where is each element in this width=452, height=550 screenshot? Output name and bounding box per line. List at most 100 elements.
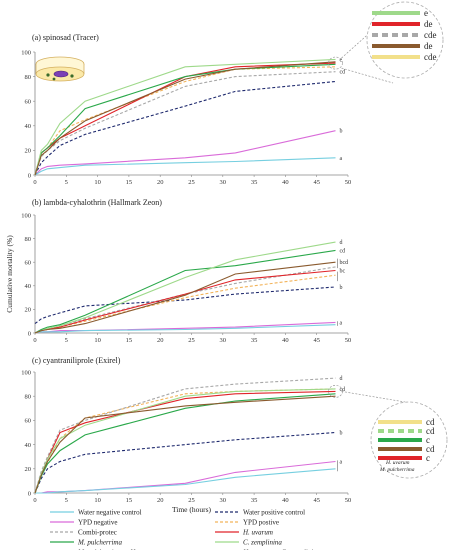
significance-label: a — [339, 320, 342, 326]
legend-label: Water positive control — [243, 509, 305, 517]
y-tick-label: 80 — [25, 236, 32, 243]
significance-label: cd — [339, 70, 345, 76]
x-tick-label: 10 — [94, 179, 101, 186]
series-line-s3 — [34, 286, 336, 325]
inset-sig-label: cd — [426, 426, 435, 436]
series-line-s6 — [34, 390, 336, 494]
x-tick-label: 0 — [33, 337, 36, 344]
series-line-s3 — [34, 80, 336, 176]
legend-label: M. pulcherrima + H. uvarum — [77, 549, 160, 550]
inset-sig-label: e — [424, 8, 428, 18]
x-tick-label: 45 — [313, 179, 320, 186]
series-line-s2 — [34, 324, 336, 334]
series-line-s7 — [34, 249, 336, 334]
x-tick-label: 50 — [345, 337, 352, 344]
series-line-s4 — [34, 66, 336, 176]
significance-label: b — [339, 285, 342, 291]
x-tick-label: 50 — [345, 179, 352, 186]
panel-3: (c) cyantraniliprole (Exirel) 0 20 40 60 80 10… — [21, 356, 351, 514]
inset-sig-label: cd — [426, 444, 435, 454]
legend-label: Water negative control — [78, 509, 142, 517]
y-tick-label: 100 — [21, 49, 31, 56]
significance-label: b — [339, 431, 342, 437]
x-tick-label: 45 — [313, 337, 320, 344]
series-line-s2 — [34, 157, 336, 176]
series-line-s4 — [34, 388, 336, 494]
inset-sig-label: cde — [424, 30, 437, 40]
x-tick-label: 30 — [220, 337, 227, 344]
significance-label: cd — [339, 248, 345, 254]
legend-label: M. pulcherrima — [77, 539, 122, 547]
x-tick-label: 50 — [345, 497, 352, 504]
x-tick-label: 35 — [251, 337, 258, 344]
legend-entry: H. uvarum + C. zemplinina — [242, 549, 321, 550]
x-tick-label: 40 — [282, 497, 289, 504]
x-tick-label: 25 — [188, 497, 195, 504]
y-tick-label: 80 — [25, 394, 32, 401]
y-tick-label: 100 — [21, 212, 31, 219]
y-tick-label: 40 — [25, 442, 32, 449]
x-tick-label: 25 — [188, 337, 195, 344]
legend-label: H. uvarum + C. zemplinina — [242, 549, 321, 550]
x-tick-label: 15 — [126, 337, 133, 344]
panel-title: (c) cyantraniliprole (Exirel) — [32, 356, 121, 365]
legend-entry: Water positive control — [215, 509, 305, 517]
x-tick-label: 30 — [220, 497, 227, 504]
x-tick-label: 0 — [33, 497, 36, 504]
x-tick-label: 20 — [157, 497, 164, 504]
zoom-connector — [341, 67, 394, 84]
inset-note: M. pulcherrima — [379, 467, 415, 473]
inset-sig-label: de — [424, 19, 433, 29]
panel-1: (a) spinosad (Tracer) 0 20 40 60 80 100 0 5 10 15 2… — [21, 33, 351, 186]
inset-sig-label: c — [426, 453, 430, 463]
legend-label: Combi-protec — [78, 529, 117, 537]
series-line-s8 — [34, 388, 336, 494]
x-tick-label: 5 — [65, 337, 68, 344]
series-line-s8 — [34, 241, 336, 334]
inset-sig-label: c — [426, 435, 430, 445]
significance-label: b — [339, 129, 342, 135]
y-tick-label: 20 — [25, 466, 32, 473]
significance-label: d — [339, 376, 342, 382]
x-tick-label: 40 — [282, 337, 289, 344]
inset-note: H. uvarum — [385, 460, 410, 466]
y-tick-label: 60 — [25, 260, 32, 267]
legend-label: YPD negative — [78, 519, 117, 527]
x-tick-label: 10 — [94, 497, 101, 504]
inset-sig-label: de — [424, 41, 433, 51]
petri-dish-icon — [35, 56, 85, 82]
x-tick-label: 35 — [251, 179, 258, 186]
significance-label: e — [339, 57, 342, 63]
x-tick-label: 45 — [313, 497, 320, 504]
x-tick-label: 15 — [126, 179, 133, 186]
x-tick-label: 20 — [157, 179, 164, 186]
inset-sig-label: cde — [424, 52, 437, 62]
x-tick-label: 30 — [220, 179, 227, 186]
y-tick-label: 0 — [28, 172, 31, 179]
legend: Water negative control Water positive con… — [50, 509, 321, 550]
y-tick-label: 100 — [21, 369, 31, 376]
legend-entry: Combi-protec — [50, 529, 117, 537]
significance-label: bc — [339, 268, 345, 274]
x-tick-label: 25 — [188, 179, 195, 186]
series-line-s9 — [34, 61, 336, 176]
significance-label: d — [339, 240, 342, 246]
x-tick-label: 10 — [94, 337, 101, 344]
legend-entry: C. zemplinina — [215, 539, 282, 547]
legend-label: YPD postive — [243, 519, 279, 527]
y-tick-label: 0 — [28, 490, 31, 497]
zoom-connector — [341, 391, 406, 403]
series-line-s7 — [34, 63, 336, 176]
y-tick-label: 60 — [25, 418, 32, 425]
series-line-s5 — [34, 71, 336, 176]
series-line-s9 — [34, 261, 336, 334]
series-line-s2 — [35, 468, 336, 494]
y-tick-label: 40 — [25, 283, 32, 290]
legend-entry: Water negative control — [50, 509, 142, 517]
x-tick-label: 35 — [251, 497, 258, 504]
